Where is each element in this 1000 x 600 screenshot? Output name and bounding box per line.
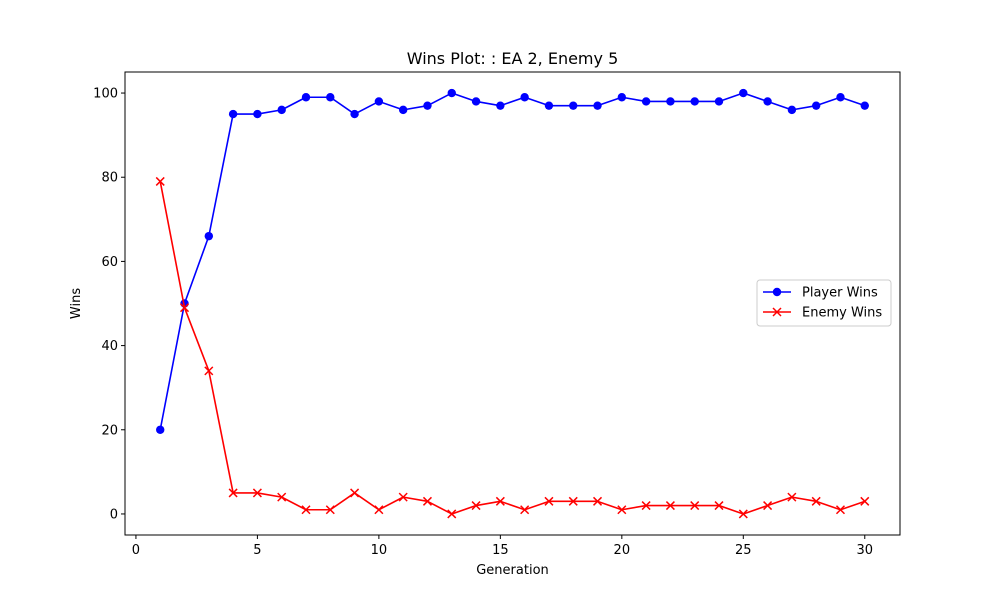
x-tick-label: 0	[132, 543, 140, 558]
data-point-enemy-wins	[738, 509, 748, 519]
x-tick-label: 15	[492, 543, 509, 558]
data-point-enemy-wins	[179, 303, 190, 313]
data-point-player-wins	[350, 109, 359, 119]
data-point-player-wins	[690, 97, 699, 106]
y-tick-label: 60	[101, 255, 118, 270]
data-point-player-wins	[398, 105, 408, 115]
data-point-enemy-wins	[350, 488, 360, 498]
data-point-player-wins	[763, 97, 772, 106]
data-point-enemy-wins	[228, 488, 238, 498]
data-point-player-wins	[641, 97, 651, 106]
data-point-enemy-wins	[860, 496, 870, 506]
x-axis-label: Generation	[476, 563, 549, 578]
data-point-enemy-wins	[787, 492, 797, 502]
x-axis-ticks: 0 5 10 15 20 25 30	[132, 535, 873, 558]
data-point-enemy-wins	[495, 496, 505, 506]
y-axis-label: Wins	[69, 288, 84, 319]
data-point-player-wins	[617, 93, 627, 102]
data-point-player-wins	[423, 101, 432, 110]
data-point-player-wins	[836, 93, 845, 102]
data-point-enemy-wins	[325, 505, 335, 515]
data-point-enemy-wins	[714, 501, 724, 511]
series-player-wins	[156, 88, 869, 434]
y-tick-label: 0	[110, 507, 118, 522]
x-tick-label: 30	[856, 543, 873, 558]
data-point-player-wins	[811, 101, 821, 110]
data-point-player-wins	[544, 101, 554, 110]
data-point-enemy-wins	[204, 366, 214, 376]
data-point-enemy-wins	[471, 501, 481, 511]
data-point-enemy-wins	[568, 496, 578, 506]
data-point-enemy-wins	[277, 492, 287, 502]
data-point-player-wins	[374, 97, 384, 106]
data-point-enemy-wins	[301, 505, 311, 515]
y-axis-ticks: 0 20 40 60 80 100	[93, 87, 125, 522]
legend-item-enemy-wins: Enemy Wins	[763, 306, 882, 321]
legend-marker-enemy-wins	[772, 307, 782, 317]
data-point-player-wins	[496, 101, 505, 110]
legend: Player Wins Enemy Wins	[756, 279, 892, 327]
data-point-player-wins	[569, 101, 578, 110]
y-tick-label: 40	[101, 339, 118, 354]
legend-marker-player-wins	[772, 287, 782, 297]
data-point-player-wins	[739, 88, 748, 98]
data-point-enemy-wins	[690, 501, 700, 511]
data-point-enemy-wins	[811, 496, 821, 506]
data-point-enemy-wins	[544, 496, 554, 506]
data-point-player-wins	[520, 93, 529, 102]
data-point-player-wins	[277, 105, 286, 115]
data-point-enemy-wins	[617, 505, 627, 515]
data-point-enemy-wins	[398, 492, 408, 502]
data-point-player-wins	[447, 88, 456, 98]
legend-item-player-wins: Player Wins	[763, 286, 878, 301]
chart-title: Wins Plot: : EA 2, Enemy 5	[407, 49, 619, 68]
data-point-enemy-wins	[641, 501, 651, 511]
data-point-player-wins	[326, 93, 335, 102]
data-point-enemy-wins	[520, 505, 530, 515]
data-point-enemy-wins	[252, 488, 262, 498]
data-point-player-wins	[471, 97, 481, 106]
data-point-player-wins	[593, 101, 602, 110]
y-tick-label: 20	[101, 423, 118, 438]
x-tick-label: 10	[371, 543, 388, 558]
data-point-player-wins	[714, 97, 724, 106]
data-point-enemy-wins	[665, 501, 675, 511]
series-line-enemy-wins	[159, 181, 866, 515]
data-point-player-wins	[228, 109, 238, 119]
data-point-player-wins	[156, 425, 165, 434]
data-point-enemy-wins	[374, 505, 384, 515]
series-layer	[155, 88, 870, 519]
data-point-player-wins	[787, 105, 797, 115]
data-point-player-wins	[204, 231, 214, 241]
legend-label-player-wins: Player Wins	[802, 286, 878, 301]
y-tick-label: 100	[93, 87, 118, 102]
data-point-enemy-wins	[763, 501, 773, 511]
data-point-enemy-wins	[835, 505, 846, 515]
legend-label-enemy-wins: Enemy Wins	[802, 306, 882, 321]
data-point-enemy-wins	[422, 496, 432, 506]
data-point-enemy-wins	[447, 509, 457, 519]
data-point-player-wins	[860, 101, 869, 110]
x-tick-label: 25	[735, 543, 752, 558]
data-point-player-wins	[253, 109, 262, 119]
x-tick-label: 5	[253, 543, 261, 558]
series-enemy-wins	[155, 176, 870, 519]
data-point-player-wins	[301, 93, 311, 102]
y-tick-label: 80	[101, 171, 118, 186]
data-point-enemy-wins	[593, 496, 603, 506]
data-point-player-wins	[666, 97, 675, 106]
data-point-enemy-wins	[155, 176, 165, 186]
x-tick-label: 20	[614, 543, 631, 558]
